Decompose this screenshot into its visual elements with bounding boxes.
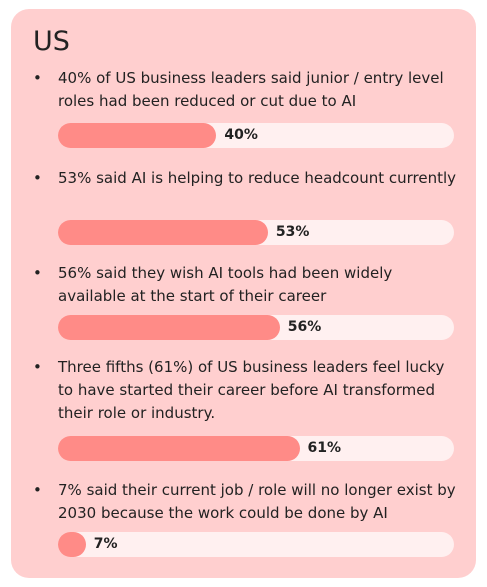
bar-data-label: 53% xyxy=(275,224,310,240)
stat-text: 7% said their current job / role will no… xyxy=(58,481,456,522)
bar-data-label: 56% xyxy=(287,319,322,335)
bullet-icon: • xyxy=(33,264,42,282)
bar-fill xyxy=(58,220,268,245)
bullet-icon: • xyxy=(33,358,42,376)
card-title: US xyxy=(33,26,70,57)
us-stats-card: US • 40% of US business leaders said jun… xyxy=(11,9,476,578)
stat-text: Three fifths (61%) of US business leader… xyxy=(58,358,445,422)
bar-data-label: 61% xyxy=(307,440,342,456)
bar-data-label: 7% xyxy=(93,536,118,552)
bullet-icon: • xyxy=(33,481,42,499)
bar-track: 61% xyxy=(58,436,454,461)
bar-track: 56% xyxy=(58,315,454,340)
bullet-icon: • xyxy=(33,69,42,87)
bar-data-label: 40% xyxy=(224,127,258,143)
stat-text: 56% said they wish AI tools had been wid… xyxy=(58,264,393,305)
bar-track: 53% xyxy=(58,220,454,245)
bar-track: 7% xyxy=(58,532,454,557)
stat-text: 53% said AI is helping to reduce headcou… xyxy=(58,169,457,187)
bullet-icon: • xyxy=(33,169,42,187)
bar-fill xyxy=(58,123,217,148)
bar-fill xyxy=(58,436,300,461)
bar-fill xyxy=(58,315,280,340)
stat-text: 40% of US business leaders said junior /… xyxy=(58,69,444,110)
bar-fill xyxy=(58,532,86,557)
bar-track: 40% xyxy=(58,123,454,148)
